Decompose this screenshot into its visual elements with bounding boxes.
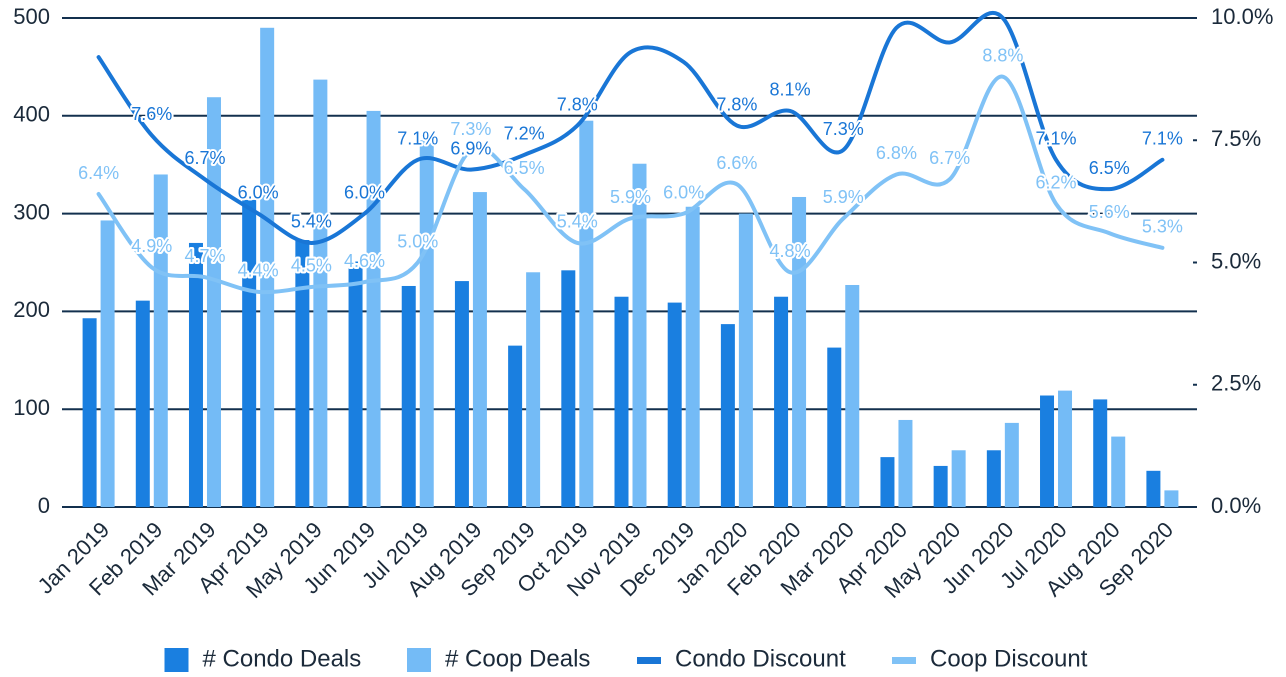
- data-label: 6.0%: [238, 182, 279, 202]
- bar: [82, 318, 97, 507]
- data-label: 8.1%: [770, 80, 811, 100]
- bar: [685, 206, 700, 507]
- y-tick-label: 400: [13, 102, 50, 127]
- bar: [260, 27, 275, 508]
- bar: [579, 120, 594, 507]
- data-label: 7.3%: [450, 119, 491, 139]
- data-label: 5.4%: [291, 212, 332, 232]
- data-label: 7.1%: [1142, 129, 1183, 149]
- data-label: 5.4%: [557, 212, 598, 232]
- bar: [1146, 470, 1161, 507]
- bar: [401, 285, 416, 507]
- legend-swatch: [164, 648, 189, 672]
- data-label: 7.2%: [504, 124, 545, 144]
- data-label: 4.7%: [184, 246, 225, 266]
- bar: [667, 302, 682, 507]
- bar: [188, 242, 203, 507]
- bar: [508, 345, 523, 507]
- y2-tick-label: 5.0%: [1211, 248, 1261, 273]
- data-label: 6.8%: [876, 143, 917, 163]
- y-tick-label: 300: [13, 199, 50, 224]
- y2-tick-label: 7.5%: [1211, 126, 1261, 151]
- data-label: 6.0%: [344, 182, 385, 202]
- bar: [1111, 436, 1126, 507]
- bar: [738, 213, 753, 507]
- bar: [880, 457, 895, 507]
- data-label: 6.7%: [184, 148, 225, 168]
- bar: [472, 192, 487, 508]
- legend-swatch: [407, 648, 431, 672]
- data-label: 5.0%: [397, 231, 438, 251]
- data-label: 5.3%: [1142, 217, 1183, 237]
- legend-label: Condo Discount: [675, 645, 846, 672]
- bar: [526, 272, 541, 507]
- data-label: 6.7%: [929, 148, 970, 168]
- data-label: 5.9%: [610, 187, 651, 207]
- bar: [1058, 390, 1073, 507]
- data-label: 7.1%: [1036, 129, 1077, 149]
- bar: [933, 465, 948, 507]
- data-label: 7.1%: [397, 129, 438, 149]
- line: [96, 10, 1165, 245]
- bar: [242, 199, 257, 507]
- bar: [632, 163, 647, 508]
- y2-tick-label: 10.0%: [1211, 4, 1273, 29]
- bar: [100, 220, 115, 508]
- legend-label: Coop Discount: [930, 645, 1088, 672]
- bar: [951, 450, 966, 507]
- data-label: 7.8%: [557, 94, 598, 114]
- legend-swatch: [892, 657, 916, 664]
- y-tick-label: 100: [13, 395, 50, 420]
- y-tick-label: 200: [13, 297, 50, 322]
- bar: [845, 284, 860, 507]
- bar: [153, 174, 168, 508]
- bar: [986, 450, 1001, 507]
- y2-tick-label: 0.0%: [1211, 493, 1261, 518]
- data-label: 6.2%: [1036, 173, 1077, 193]
- data-label: 5.9%: [823, 187, 864, 207]
- data-label: 7.8%: [716, 94, 757, 114]
- bar: [313, 79, 328, 507]
- data-label: 7.3%: [823, 119, 864, 139]
- bar: [561, 270, 576, 507]
- bar: [135, 300, 150, 507]
- data-label: 4.6%: [344, 251, 385, 271]
- y-tick-label: 500: [13, 4, 50, 29]
- y2-tick-label: 2.5%: [1211, 371, 1261, 396]
- bar: [614, 296, 629, 507]
- data-label: 4.5%: [291, 256, 332, 276]
- data-label: 6.5%: [1089, 158, 1130, 178]
- legend-label: # Coop Deals: [445, 645, 590, 672]
- bar: [419, 140, 434, 507]
- bar: [720, 324, 735, 507]
- bar: [454, 281, 469, 507]
- legend-label: # Condo Deals: [203, 645, 362, 672]
- bar: [1093, 399, 1108, 507]
- bar: [1004, 422, 1019, 507]
- data-label: 5.6%: [1089, 202, 1130, 222]
- data-label: 7.6%: [131, 104, 172, 124]
- data-label: 4.8%: [770, 241, 811, 261]
- bar: [366, 110, 381, 507]
- y-tick-label: 0: [38, 493, 50, 518]
- bar: [774, 296, 789, 507]
- bar: [827, 347, 842, 507]
- data-label: 6.5%: [504, 158, 545, 178]
- data-label: 6.6%: [716, 153, 757, 173]
- bar: [898, 419, 913, 507]
- data-label: 4.9%: [131, 236, 172, 256]
- bar: [206, 97, 221, 507]
- line: [96, 74, 1165, 295]
- data-label: 6.4%: [78, 163, 119, 183]
- bar: [1040, 395, 1055, 507]
- bar: [295, 240, 310, 508]
- data-label: 4.4%: [238, 261, 279, 281]
- legend-swatch: [637, 657, 661, 664]
- data-label: 6.0%: [663, 182, 704, 202]
- bar: [348, 261, 363, 507]
- data-label: 6.9%: [450, 138, 491, 158]
- data-label: 8.8%: [982, 45, 1023, 65]
- bar: [1164, 490, 1179, 507]
